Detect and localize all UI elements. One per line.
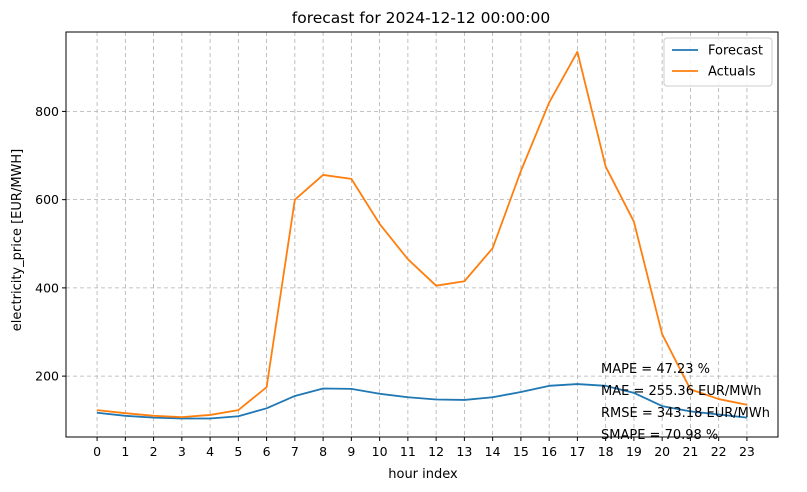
x-tick-label: 3 (178, 444, 186, 459)
series-line-actuals (96, 50, 748, 419)
metric-annotation: MAPE = 47.23 % (601, 362, 710, 377)
x-tick-label: 2 (150, 444, 158, 459)
grid (66, 32, 778, 437)
legend-label-actuals: Actuals (708, 65, 756, 80)
x-tick-label: 17 (569, 444, 585, 459)
plot-frame (65, 31, 779, 438)
x-tick-label: 10 (372, 444, 388, 459)
x-tick-label: 13 (456, 444, 472, 459)
metric-annotation: MAE = 255.36 EUR/MWh (601, 384, 762, 399)
metrics-annotations: MAPE = 47.23 % MAE = 255.36 EUR/MWh RMSE =… (601, 362, 770, 443)
series-lines (96, 50, 748, 420)
x-tick-label: 11 (400, 444, 416, 459)
x-tick-label: 15 (513, 444, 529, 459)
x-tick-label: 20 (654, 444, 670, 459)
series-line-forecast (96, 383, 748, 420)
legend-label-forecast: Forecast (708, 44, 763, 59)
y-tick-label: 800 (35, 104, 59, 119)
axis-ticks: 0 1 2 3 4 5 6 7 8 9 10 11 12 13 14 15 16 17 18 19 20 21 22 2320… (35, 104, 755, 459)
x-tick-label: 4 (206, 444, 214, 459)
legend: Forecast Actuals (663, 37, 773, 87)
y-tick-label: 200 (35, 369, 59, 384)
x-tick-label: 12 (428, 444, 444, 459)
x-tick-label: 22 (711, 444, 727, 459)
x-tick-label: 7 (291, 444, 299, 459)
x-tick-label: 21 (682, 444, 698, 459)
y-tick-label: 400 (35, 280, 59, 295)
x-tick-label: 8 (319, 444, 327, 459)
x-tick-label: 23 (739, 444, 755, 459)
x-tick-label: 16 (541, 444, 557, 459)
x-tick-label: 6 (263, 444, 271, 459)
x-tick-label: 14 (485, 444, 501, 459)
x-axis-label: hour index (388, 467, 458, 482)
x-tick-label: 18 (598, 444, 614, 459)
y-tick-label: 600 (35, 192, 59, 207)
x-tick-label: 19 (626, 444, 642, 459)
metric-annotation: RMSE = 343.18 EUR/MWh (601, 406, 770, 421)
y-axis-label: electricity_price [EUR/MWH] (10, 149, 25, 331)
x-tick-label: 9 (347, 444, 355, 459)
x-tick-label: 5 (234, 444, 242, 459)
chart-title: forecast for 2024-12-12 00:00:00 (292, 9, 550, 27)
metric-annotation: SMAPE = 70.98 % (601, 428, 718, 443)
x-tick-label: 1 (121, 444, 129, 459)
x-tick-label: 0 (93, 444, 101, 459)
